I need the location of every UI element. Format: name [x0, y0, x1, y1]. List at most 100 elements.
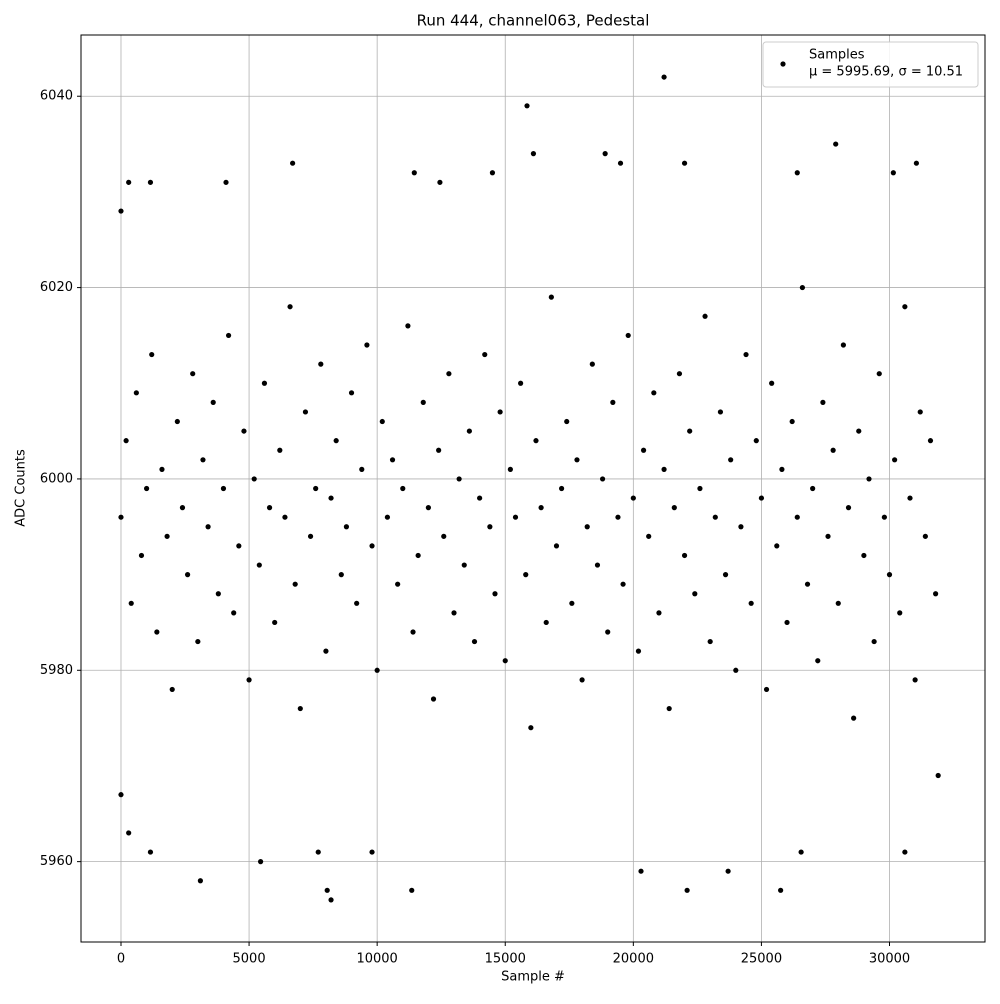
point — [897, 610, 903, 616]
point — [758, 495, 765, 501]
x-axis-label: Sample # — [501, 970, 565, 985]
point — [333, 438, 339, 444]
point — [820, 399, 826, 405]
point — [489, 170, 496, 176]
point — [359, 466, 365, 472]
point — [876, 371, 882, 377]
point — [684, 887, 690, 893]
point — [200, 457, 206, 463]
point — [315, 849, 321, 855]
point — [471, 638, 478, 645]
point — [794, 514, 800, 520]
point — [410, 629, 416, 635]
point — [840, 342, 846, 348]
point — [886, 572, 893, 578]
point — [533, 438, 539, 444]
point — [799, 284, 806, 291]
point — [528, 725, 534, 731]
point — [707, 638, 713, 645]
point — [184, 572, 191, 578]
point — [712, 514, 718, 520]
point — [917, 409, 923, 415]
point — [477, 495, 483, 501]
point — [197, 878, 204, 884]
point — [118, 514, 124, 520]
point — [343, 524, 350, 530]
point — [302, 409, 309, 415]
point — [126, 830, 132, 836]
point — [220, 485, 227, 492]
point — [205, 524, 211, 530]
point — [411, 170, 417, 176]
point — [446, 371, 452, 377]
x-tick-label: 10000 — [356, 952, 397, 967]
point — [815, 658, 821, 664]
point — [774, 543, 780, 549]
point — [599, 476, 606, 482]
point — [794, 170, 800, 176]
point — [236, 543, 242, 549]
x-tick-label: 0 — [117, 952, 125, 967]
point — [223, 179, 229, 185]
point — [892, 457, 898, 463]
point — [277, 447, 283, 453]
point — [251, 476, 257, 482]
point — [138, 552, 145, 559]
point — [702, 313, 708, 319]
point — [630, 495, 636, 501]
point — [507, 466, 513, 472]
point — [589, 361, 595, 367]
point — [725, 868, 731, 874]
grid — [81, 35, 985, 942]
point — [502, 658, 508, 664]
y-tick-label: 6020 — [40, 280, 73, 295]
point — [798, 849, 804, 855]
legend-stats: μ = 5995.69, σ = 10.51 — [809, 65, 963, 80]
point — [538, 505, 544, 511]
point — [374, 667, 380, 673]
point — [523, 572, 529, 578]
point — [871, 638, 877, 645]
point — [123, 438, 129, 444]
point — [261, 380, 268, 386]
point — [231, 610, 237, 616]
plot-frame — [80, 34, 986, 943]
point — [635, 648, 642, 654]
point — [722, 572, 729, 578]
point — [451, 610, 457, 616]
point — [241, 428, 247, 434]
point — [144, 485, 150, 492]
y-tick-label: 5960 — [40, 854, 73, 869]
point — [430, 696, 437, 702]
point — [415, 552, 421, 559]
point — [384, 514, 391, 520]
point — [297, 705, 303, 712]
point — [195, 638, 201, 645]
point — [615, 514, 621, 520]
point — [409, 887, 415, 893]
point — [543, 619, 549, 626]
point — [933, 591, 939, 597]
point — [379, 418, 385, 425]
point — [804, 581, 811, 587]
point — [610, 399, 616, 405]
point — [369, 543, 375, 549]
y-tick-label: 5980 — [40, 663, 73, 678]
point — [640, 447, 647, 453]
points — [118, 74, 941, 903]
point — [881, 514, 887, 520]
point — [851, 715, 857, 721]
point — [126, 179, 132, 185]
point — [272, 619, 278, 626]
point — [602, 151, 608, 157]
point — [738, 524, 744, 530]
point — [548, 294, 554, 300]
point — [290, 160, 296, 166]
point — [574, 457, 580, 463]
y-tick-label: 6040 — [40, 89, 73, 104]
point — [369, 849, 375, 855]
point — [564, 418, 570, 425]
point — [681, 160, 688, 166]
